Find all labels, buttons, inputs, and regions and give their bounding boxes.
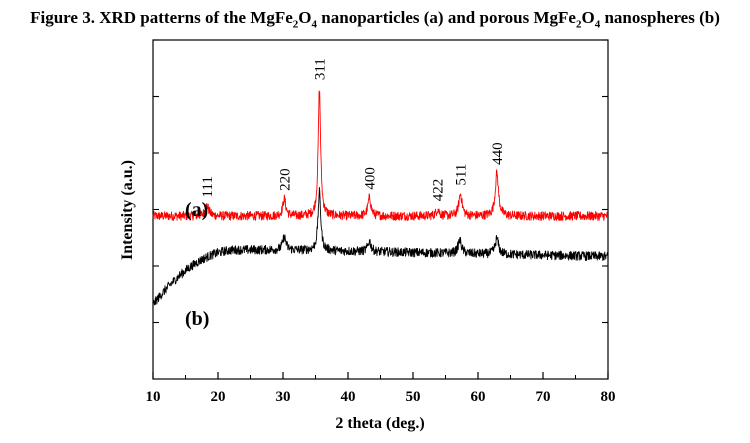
x-tick-label: 20 [211,389,226,405]
peak-label: 111 [200,176,216,197]
series-label-b: (b) [185,308,209,330]
series-line-a [152,90,609,221]
x-axis-title: 2 theta (deg.) [335,415,424,432]
peak-label: 440 [490,142,506,164]
figure-caption: Figure 3. XRD patterns of the MgFe2O4 na… [30,8,720,31]
x-axis-ticks: 10 20 30 40 50 60 70 80 [146,372,616,405]
peak-label: 311 [312,58,328,80]
plot-frame [152,39,609,380]
peak-labels: 111 220 311 400 422 511 440 [200,58,506,201]
x-tick-label: 60 [471,389,486,405]
y-axis-title: Intensity (a.u.) [119,160,136,260]
x-tick-label: 70 [536,389,551,405]
series-group [152,90,609,307]
x-tick-label: 40 [341,389,356,405]
series-label-a: (a) [185,199,208,221]
x-tick-label: 80 [601,389,616,405]
x-tick-label: 30 [276,389,291,405]
series-line-b [152,186,609,307]
peak-label: 400 [362,167,378,190]
y-axis-ticks [153,39,608,324]
peak-label: 422 [431,179,447,202]
x-tick-label: 10 [146,389,161,405]
x-tick-label: 50 [406,389,421,405]
peak-label: 511 [453,164,469,186]
peak-label: 220 [277,168,293,191]
